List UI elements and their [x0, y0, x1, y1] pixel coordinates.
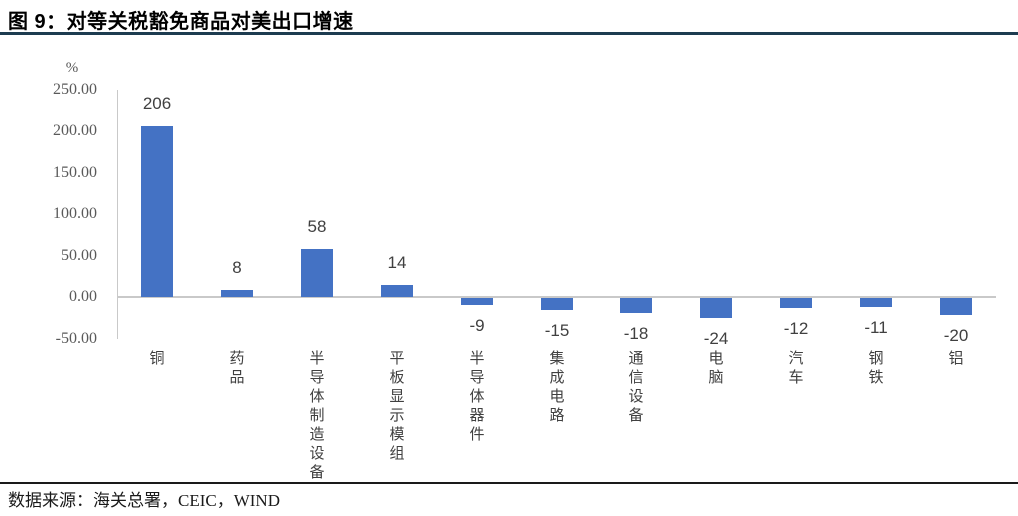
bar-value-label: -24 [703, 329, 729, 348]
category-label-char: 设 [309, 446, 325, 462]
footer-divider [0, 482, 1018, 484]
y-axis-unit-label: % [65, 60, 79, 76]
y-tick-label: 150.00 [53, 163, 97, 181]
category-label: 半导体制造设备 [308, 350, 326, 483]
category-label-char: 集 [549, 351, 565, 367]
category-label-char: 路 [549, 408, 565, 424]
bar [940, 298, 972, 315]
y-tick-label: 100.00 [53, 205, 97, 222]
bar-value-label: -9 [469, 316, 485, 335]
category-label-char: 铝 [948, 351, 964, 367]
category-label-char: 车 [788, 370, 804, 386]
category-label-char: 成 [549, 370, 565, 386]
category-label-char: 脑 [708, 370, 724, 386]
category-label-char: 制 [309, 408, 325, 424]
bar-value-label: -18 [623, 324, 649, 343]
category-label-char: 铁 [868, 370, 884, 386]
category-label-char: 信 [628, 370, 644, 386]
bar [221, 290, 253, 297]
category-label-char: 设 [628, 389, 644, 405]
y-tick-label: -50.00 [55, 329, 97, 347]
y-tick-label: 0.00 [69, 288, 97, 305]
category-label-char: 造 [309, 427, 325, 443]
bar-value-label: 14 [387, 253, 407, 272]
zero-axis-line [117, 296, 996, 298]
bar [860, 298, 892, 307]
category-label-char: 导 [469, 370, 485, 386]
bar [141, 126, 173, 297]
category-label: 通信设备 [627, 350, 645, 426]
category-label: 电脑 [707, 350, 725, 388]
category-label: 集成电路 [548, 350, 566, 426]
category-label-char: 品 [229, 370, 245, 386]
bar-value-label: 206 [142, 94, 172, 113]
category-label-char: 药 [229, 351, 245, 367]
bar [700, 298, 732, 318]
category-label-char: 体 [309, 389, 325, 405]
category-label-char: 件 [469, 427, 485, 443]
category-label-char: 备 [628, 408, 644, 424]
category-label-char: 示 [389, 408, 405, 424]
category-label-char: 钢 [868, 351, 884, 367]
category-label: 钢铁 [867, 350, 885, 388]
bar-value-label: -11 [864, 318, 888, 337]
category-label-char: 备 [309, 465, 325, 481]
y-tick-label: 50.00 [61, 246, 97, 264]
category-label-char: 显 [389, 389, 405, 405]
category-label-char: 平 [389, 351, 405, 367]
category-label-char: 半 [309, 351, 325, 367]
bar [461, 298, 493, 305]
category-label: 铜 [148, 350, 166, 369]
category-label-char: 汽 [788, 351, 804, 367]
category-label-char: 铜 [149, 351, 165, 367]
category-label-char: 电 [549, 389, 565, 405]
bar-value-label: -15 [544, 321, 570, 340]
data-source: 数据来源：海关总署，CEIC，WIND [8, 491, 280, 510]
category-label-char: 板 [389, 370, 405, 386]
category-label-char: 半 [469, 351, 485, 367]
bar [541, 298, 573, 310]
bar-value-label: -20 [943, 326, 969, 345]
bar-value-label: 8 [232, 258, 242, 277]
figure-title: 图 9：对等关税豁免商品对美出口增速 [8, 11, 354, 33]
category-label: 铝 [947, 350, 965, 369]
bar [620, 298, 652, 313]
title-divider [0, 32, 1018, 35]
category-label: 半导体器件 [468, 350, 486, 445]
category-label-char: 体 [469, 389, 485, 405]
category-label-char: 通 [628, 351, 644, 367]
category-label-char: 导 [309, 370, 325, 386]
y-axis-line [117, 89, 118, 339]
y-tick-label: 250.00 [53, 80, 97, 98]
category-label-char: 器 [469, 408, 485, 424]
y-tick-label: 200.00 [53, 122, 97, 139]
bar [780, 298, 812, 308]
category-label-char: 电 [708, 351, 724, 367]
category-label-char: 模 [389, 427, 405, 443]
bar-value-label: 58 [307, 217, 327, 236]
category-label: 药品 [228, 350, 246, 388]
bar [301, 249, 333, 297]
category-label-char: 组 [389, 446, 405, 462]
category-label: 平板显示模组 [388, 350, 406, 464]
category-label: 汽车 [787, 350, 805, 388]
bar-value-label: -12 [783, 319, 809, 338]
bar [381, 285, 413, 297]
